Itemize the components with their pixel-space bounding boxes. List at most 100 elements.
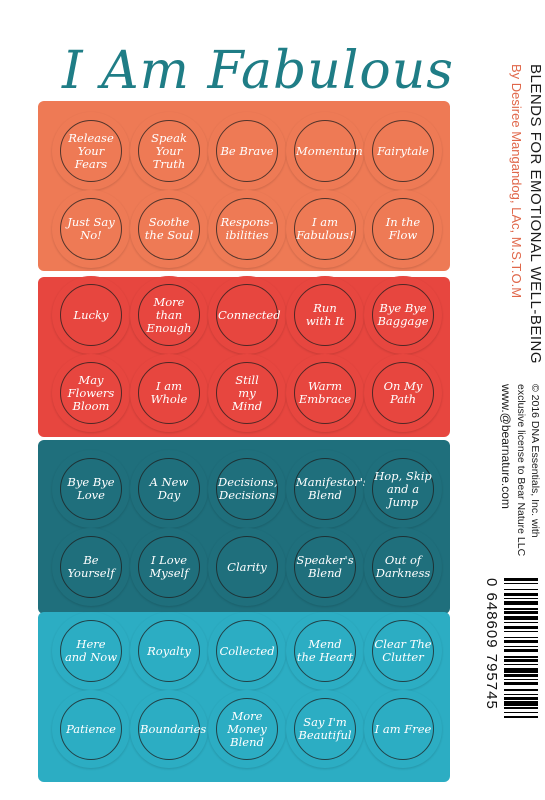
barcode-bar — [504, 659, 538, 662]
sticker-label: In the Flow — [385, 215, 421, 242]
barcode-bar — [504, 663, 538, 665]
barcode-bar — [504, 656, 538, 658]
sticker-25: Hop, Skip and a Jump — [364, 450, 442, 528]
sticker-label: Say I'm Beautiful — [298, 715, 352, 742]
sticker-16: May Flowers Bloom — [52, 354, 130, 432]
sticker-40: I am Free — [364, 690, 442, 768]
barcode-bar — [504, 636, 538, 638]
barcode-bar — [504, 626, 538, 629]
sticker-label: Speaker's Blend — [296, 553, 354, 580]
barcode-bar — [504, 645, 538, 647]
barcode-bar — [504, 668, 538, 673]
sticker-label: Be Brave — [220, 143, 274, 158]
sticker-26: Be Yourself — [52, 528, 130, 606]
sticker-label: Out of Darkness — [375, 553, 431, 580]
barcode-bar — [504, 693, 538, 695]
sticker-2: Speak Your Truth — [130, 112, 208, 190]
barcode-bar — [504, 678, 538, 680]
barcode-bar — [504, 681, 538, 685]
sticker-label: Decisions, Decisions — [218, 475, 278, 502]
sticker-label: Warm Embrace — [298, 379, 352, 406]
sticker-29: Speaker's Blend — [286, 528, 364, 606]
sticker-label: More than Enough — [146, 294, 192, 335]
barcode-bar — [504, 597, 538, 599]
sticker-21: Bye Bye Love — [52, 450, 130, 528]
sticker-5: Fairytale — [364, 112, 442, 190]
sticker-39: Say I'm Beautiful — [286, 690, 364, 768]
sticker-28: Clarity — [208, 528, 286, 606]
sticker-label: More Money Blend — [227, 708, 267, 749]
sticker-label: Mend the Heart — [296, 637, 354, 664]
sticker-17: I am Whole — [130, 354, 208, 432]
sticker-36: Patience — [52, 690, 130, 768]
barcode-bar — [504, 621, 538, 623]
sticker-30: Out of Darkness — [364, 528, 442, 606]
side-author: By Desiree Mangandog, LAc, M.S.T.O.M — [509, 64, 524, 299]
sticker-24: Manifestor's Blend — [286, 450, 369, 528]
sticker-13: Connected — [208, 276, 286, 354]
barcode-bar — [504, 593, 538, 596]
sticker-4: Momentum — [286, 112, 364, 190]
sticker-label: Soothe the Soul — [144, 215, 194, 242]
sticker-label: Connected — [218, 307, 281, 322]
barcode-bar — [504, 707, 538, 709]
barcode-bars — [504, 578, 538, 774]
sticker-label: Collected — [219, 643, 275, 658]
sticker-35: Clear The Clutter — [364, 612, 442, 690]
barcode-bar — [504, 578, 538, 581]
barcode-bar — [504, 696, 538, 700]
sticker-label: Be Yourself — [67, 553, 115, 580]
sticker-label: Fairytale — [377, 143, 429, 158]
sticker-27: I Love Myself — [130, 528, 208, 606]
sticker-6: Just Say No! — [52, 190, 130, 268]
sticker-15: Bye Bye Baggage — [364, 276, 442, 354]
barcode-bar — [504, 711, 538, 713]
sticker-label: I am Free — [374, 721, 432, 736]
sticker-19: Warm Embrace — [286, 354, 364, 432]
barcode-bar — [504, 689, 538, 691]
sticker-23: Decisions, Decisions — [208, 450, 286, 528]
sticker-label: On My Path — [383, 379, 423, 406]
barcode-bar — [504, 600, 538, 605]
barcode-bar — [504, 716, 538, 718]
sticker-32: Royalty — [130, 612, 208, 690]
barcode-bar — [504, 674, 538, 677]
sticker-31: Here and Now — [52, 612, 130, 690]
sticker-label: May Flowers Bloom — [67, 372, 115, 413]
sticker-label: I am Whole — [150, 379, 188, 406]
sticker-label: Clear The Clutter — [374, 637, 432, 664]
barcode-bar — [504, 639, 538, 643]
barcode-digits: 0 648609 795745 — [483, 578, 500, 710]
sheet-title: I Am Fabulous — [62, 41, 454, 101]
sticker-18: Still my Mind — [208, 354, 286, 432]
sticker-label: Manifestor's Blend — [296, 475, 369, 502]
sticker-label: Momentum — [296, 143, 363, 158]
sticker-11: Lucky — [52, 276, 130, 354]
side-heading: BLENDS FOR EMOTIONAL WELL-BEING — [527, 64, 544, 364]
sticker-22: A New Day — [130, 450, 208, 528]
sticker-7: Soothe the Soul — [130, 190, 208, 268]
sticker-10: In the Flow — [364, 190, 442, 268]
sticker-34: Mend the Heart — [286, 612, 364, 690]
barcode-bar — [504, 630, 538, 632]
sticker-33: Collected — [208, 612, 286, 690]
sticker-1: Release Your Fears — [52, 112, 130, 190]
sticker-label: Run with It — [305, 301, 345, 328]
sticker-label: Still my Mind — [231, 372, 263, 413]
sticker-label: A New Day — [149, 475, 189, 502]
barcode-bar — [504, 582, 538, 584]
sticker-12: More than Enough — [130, 276, 208, 354]
barcode-bar — [504, 608, 538, 610]
sticker-label: Lucky — [73, 307, 109, 322]
sticker-20: On My Path — [364, 354, 442, 432]
sticker-label: Clarity — [227, 559, 267, 574]
sticker-label: Royalty — [147, 643, 191, 658]
sticker-label: Speak Your Truth — [151, 130, 187, 171]
sticker-label: Boundaries — [140, 721, 207, 736]
sticker-3: Be Brave — [208, 112, 286, 190]
sticker-label: Bye Bye Love — [67, 475, 115, 502]
sticker-14: Run with It — [286, 276, 364, 354]
sticker-label: Release Your Fears — [68, 130, 114, 171]
sticker-37: Boundaries — [130, 690, 208, 768]
barcode: 0 648609 795745 — [480, 578, 538, 774]
